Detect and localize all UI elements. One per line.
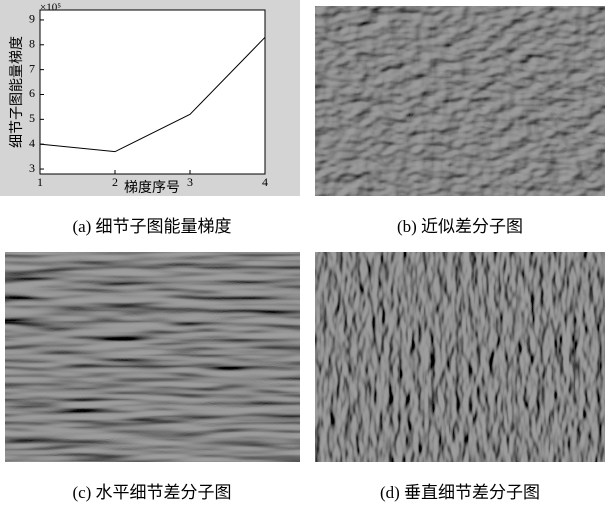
y-tick-label: 6: [29, 86, 35, 100]
horizontal-diff-image: [5, 252, 300, 462]
caption: (a) 细节子图能量梯度: [72, 217, 231, 236]
x-tick-label: 2: [112, 175, 118, 189]
x-tick-label: 4: [262, 175, 268, 189]
x-tick-label: 3: [187, 175, 193, 189]
y-tick-label: 9: [29, 12, 35, 26]
x-axis-label: 梯度序号: [124, 180, 180, 196]
plot-area: [40, 10, 265, 174]
y-tick-label: 5: [29, 111, 35, 125]
caption: (c) 水平细节差分子图: [72, 483, 231, 502]
caption: (b) 近似差分子图: [397, 217, 523, 236]
y-tick-label: 4: [29, 136, 35, 150]
y-tick-label: 7: [29, 61, 35, 75]
caption: (d) 垂直细节差分子图: [380, 483, 540, 502]
y-tick-label: 8: [29, 37, 35, 51]
vertical-diff-image: [315, 252, 605, 462]
y-tick-label: 3: [29, 161, 35, 175]
figure: ×10⁵ 梯度序号 细节子图能量梯度 (a) 细节子图能量梯度 (b) 近似差分…: [0, 0, 608, 508]
x-tick-label: 1: [37, 175, 43, 189]
approx-diff-image: [315, 6, 605, 196]
y-multiplier: ×10⁵: [40, 2, 61, 14]
y-axis-label: 细节子图能量梯度: [9, 36, 25, 148]
